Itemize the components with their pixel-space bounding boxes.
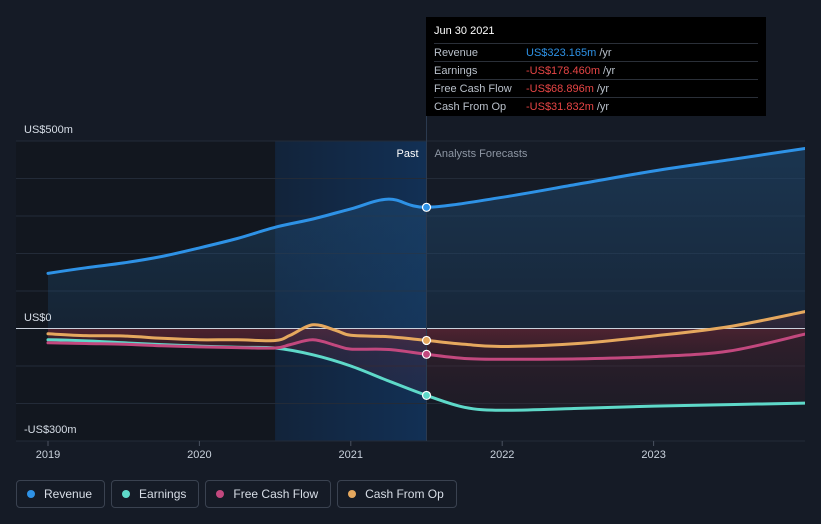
legend-item-cash-from-op[interactable]: Cash From Op xyxy=(337,480,457,508)
tooltip-value: -US$31.832m xyxy=(526,100,594,113)
tooltip-row-revenue: Revenue US$323.165m /yr xyxy=(434,43,758,61)
tooltip-label: Cash From Op xyxy=(434,100,507,113)
tooltip-row-cash-from-op: Cash From Op -US$31.832m /yr xyxy=(434,97,758,115)
cash-from-op-dot-icon xyxy=(348,490,357,498)
x-tick-label: 2023 xyxy=(641,449,665,461)
tooltip-row-free-cash-flow: Free Cash Flow -US$68.896m /yr xyxy=(434,79,758,97)
tooltip-date: Jun 30 2021 xyxy=(434,25,495,37)
revenue-dot-icon xyxy=(27,490,35,498)
series-lines xyxy=(46,147,805,412)
legend-label: Revenue xyxy=(44,487,93,501)
legend-label: Earnings xyxy=(139,487,187,501)
tooltip-unit: /yr xyxy=(596,100,610,113)
tooltip-label: Free Cash Flow xyxy=(434,82,512,95)
legend-label: Free Cash Flow xyxy=(233,487,319,501)
legend-item-revenue[interactable]: Revenue xyxy=(16,480,106,508)
tooltip-unit: /yr xyxy=(603,64,616,77)
past-label: Past xyxy=(396,148,418,160)
x-tick-label: 2019 xyxy=(36,449,60,461)
legend-label: Cash From Op xyxy=(365,487,444,501)
tooltip-value: -US$178.460m xyxy=(526,64,600,77)
tooltip: Jun 30 2021 Revenue US$323.165m /yr Earn… xyxy=(426,17,766,116)
x-axis-ticks: 2019 2020 2021 2022 2023 xyxy=(36,441,666,461)
x-tick-label: 2021 xyxy=(339,449,363,461)
cash-from-op-point xyxy=(421,335,432,346)
tooltip-value: US$323.165m xyxy=(526,46,597,59)
y-label-top: US$500m xyxy=(24,124,73,136)
revenue-point xyxy=(421,202,432,212)
free-cash-flow-dot-icon xyxy=(216,490,225,498)
legend-item-earnings[interactable]: Earnings xyxy=(111,480,200,508)
legend: Revenue Earnings Free Cash Flow Cash Fro… xyxy=(16,480,457,508)
free-cash-flow-line xyxy=(46,332,805,361)
y-label-bottom: -US$300m xyxy=(24,424,77,436)
x-tick-label: 2022 xyxy=(490,449,514,461)
y-label-zero: US$0 xyxy=(24,312,52,324)
x-tick-label: 2020 xyxy=(187,449,211,461)
tooltip-value: -US$68.896m xyxy=(526,82,594,95)
earnings-point xyxy=(421,390,432,401)
tooltip-unit: /yr xyxy=(596,82,610,95)
tooltip-label: Earnings xyxy=(434,64,478,77)
earnings-dot-icon xyxy=(122,490,131,498)
legend-item-free-cash-flow[interactable]: Free Cash Flow xyxy=(205,480,332,508)
tooltip-label: Revenue xyxy=(434,46,479,59)
cash-from-op-line xyxy=(46,310,805,349)
highlight-points xyxy=(421,202,432,401)
free-cash-flow-point xyxy=(421,349,432,359)
tooltip-row-earnings: Earnings -US$178.460m /yr xyxy=(434,61,758,79)
revenue-line xyxy=(46,147,805,275)
analysts-forecasts-label: Analysts Forecasts xyxy=(435,148,528,160)
tooltip-unit: /yr xyxy=(599,46,612,59)
